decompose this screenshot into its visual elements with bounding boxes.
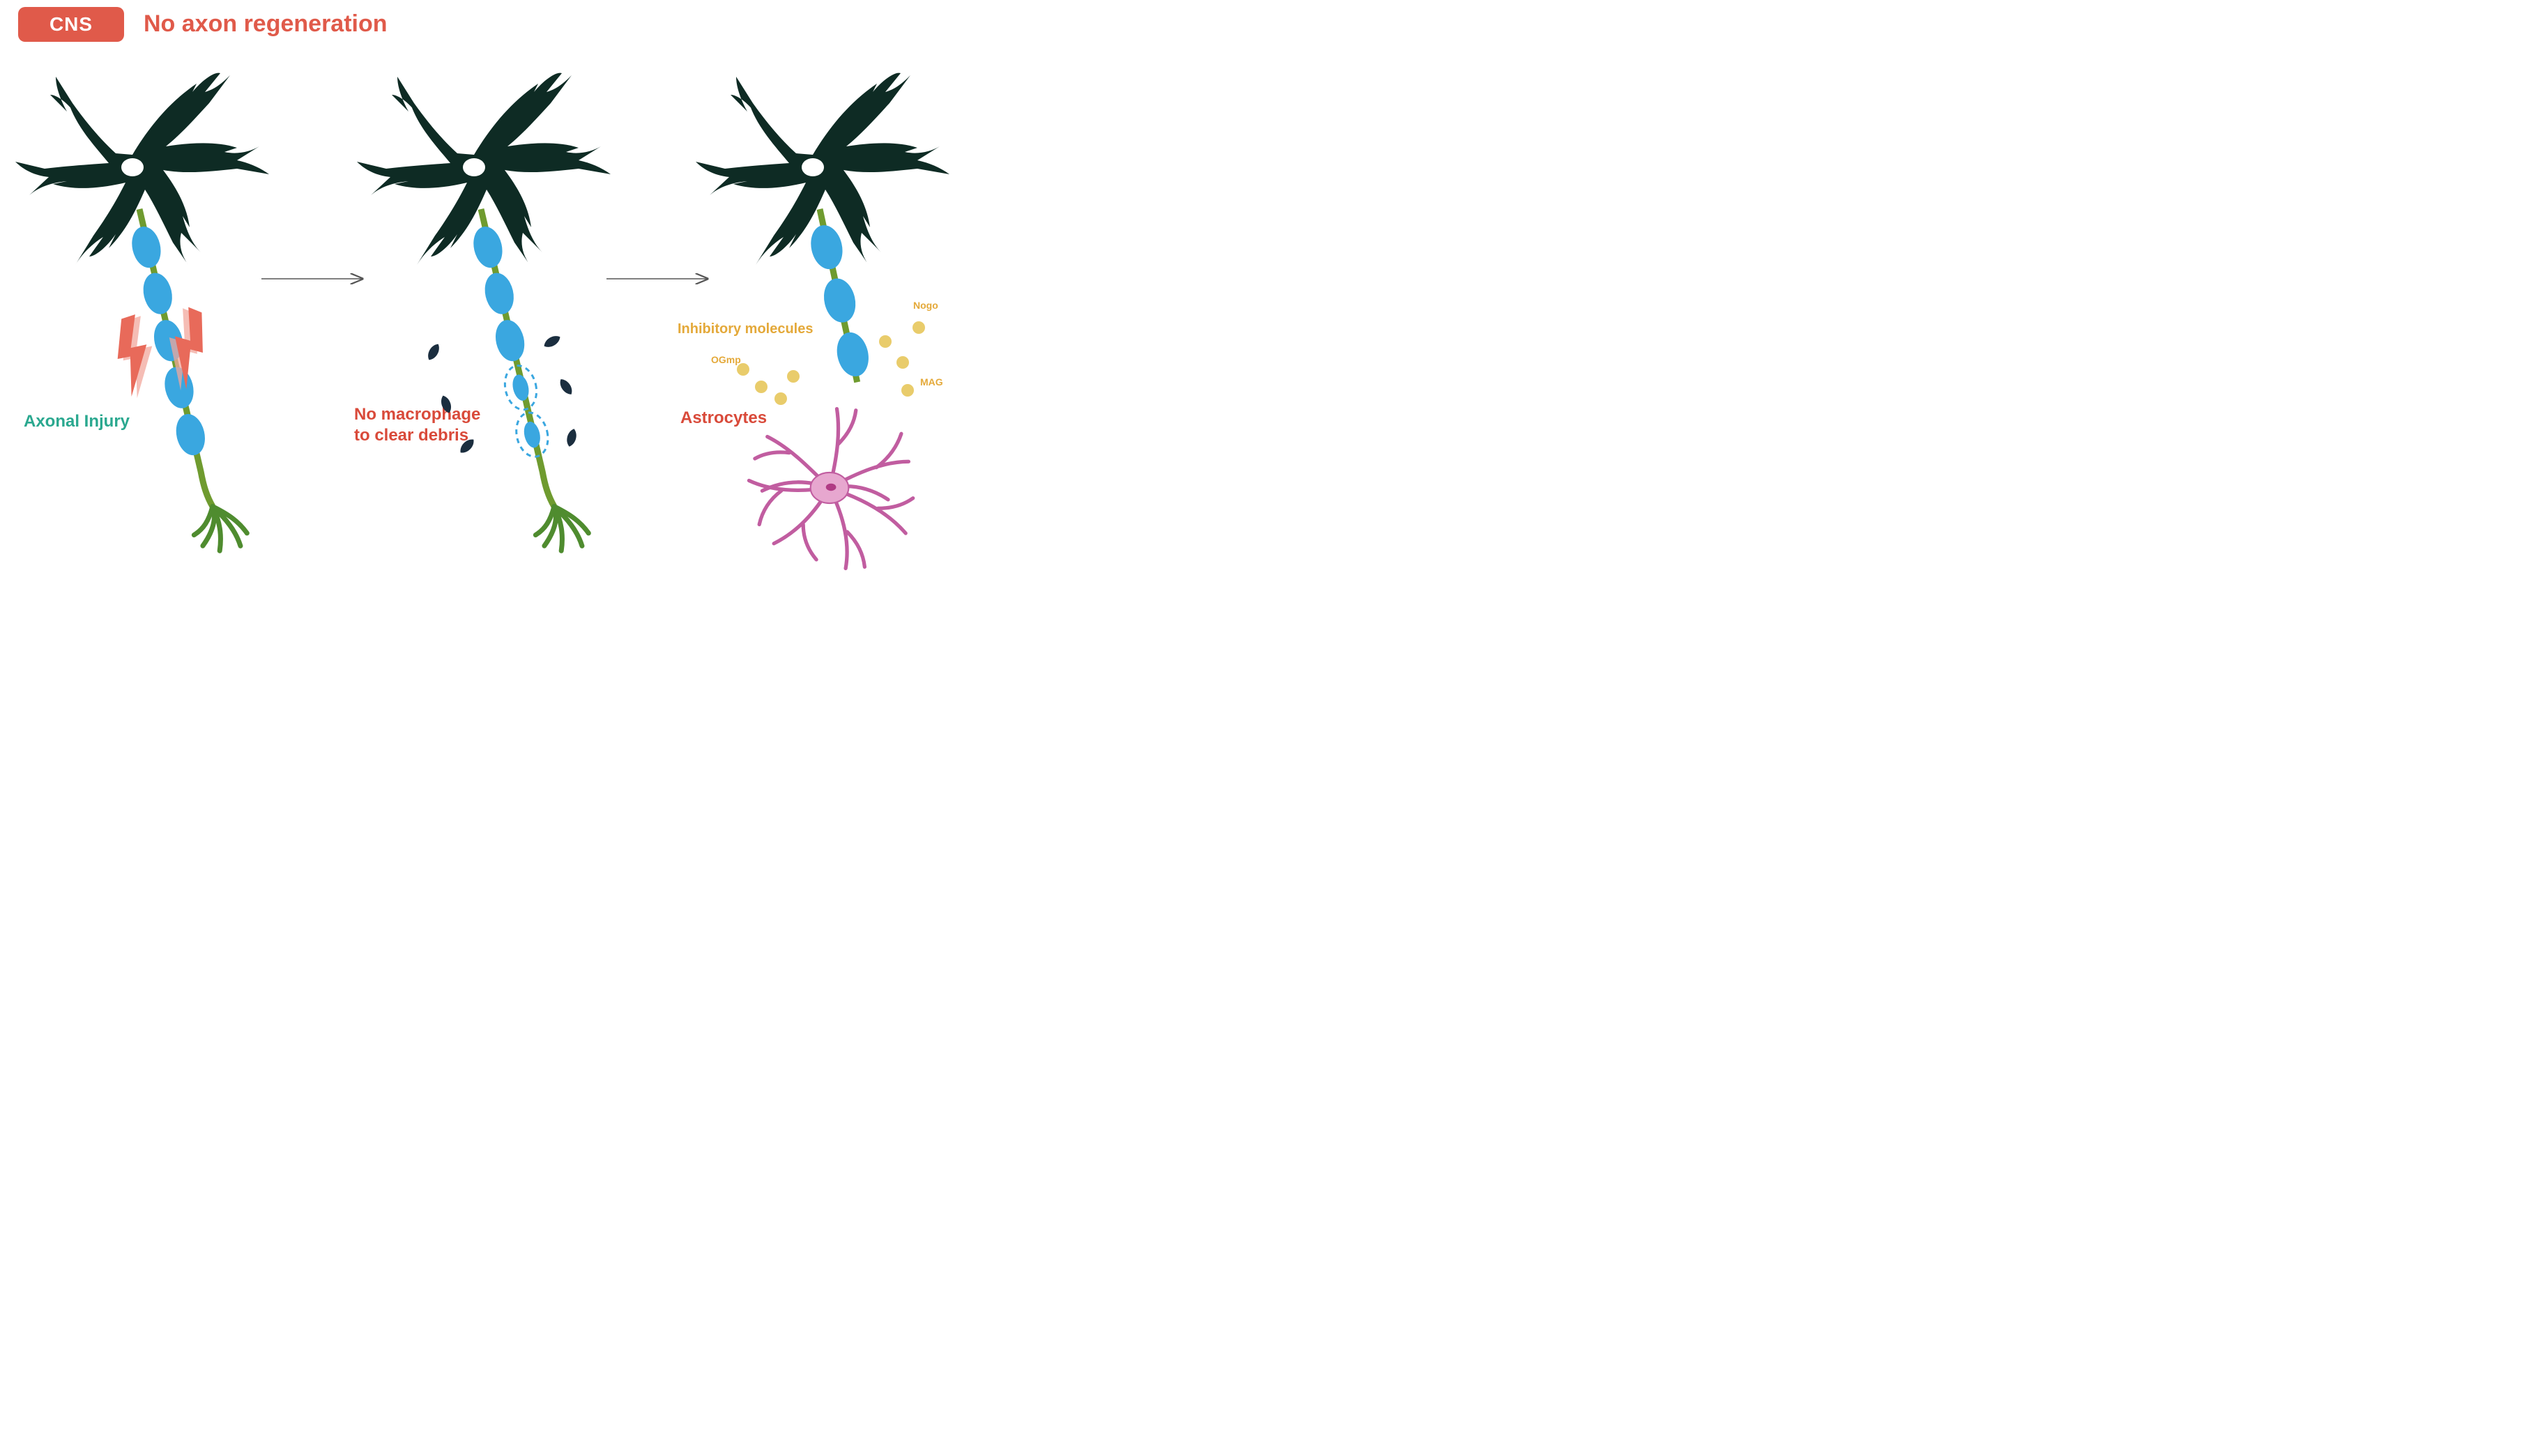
inhibitory-molecules <box>737 321 925 405</box>
panel2-neuron <box>357 73 611 554</box>
panel1-neuron <box>15 73 269 554</box>
panel3-neuron <box>696 73 949 384</box>
diagram-scene: .neuron-fill { fill:#0e2b24; } .axon-cor… <box>0 0 1018 583</box>
astrocyte-cell <box>749 409 913 569</box>
